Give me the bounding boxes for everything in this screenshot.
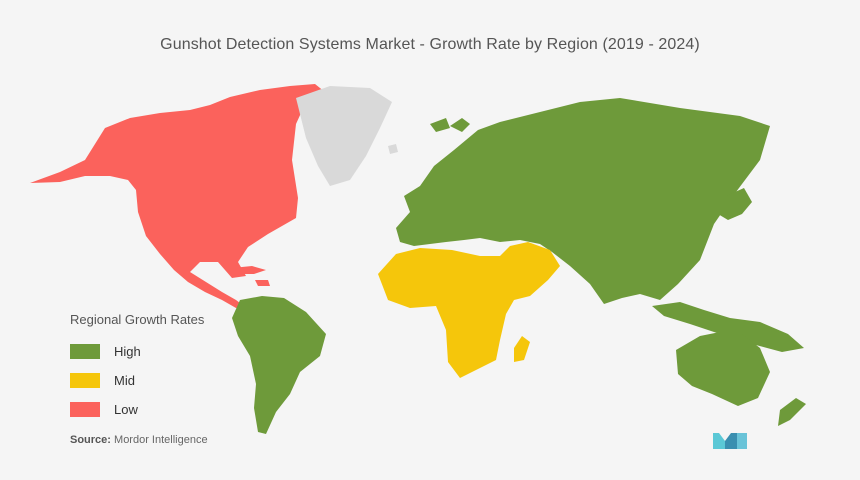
legend-swatch-mid xyxy=(70,373,100,388)
legend-label-mid: Mid xyxy=(114,373,135,388)
legend-item-high: High xyxy=(70,343,204,360)
legend-title: Regional Growth Rates xyxy=(70,312,205,327)
legend-item-mid: Mid xyxy=(70,372,204,389)
region-north-america xyxy=(30,84,325,308)
map-legend: Regional Growth Rates High Mid Low xyxy=(70,312,204,430)
map-title: Gunshot Detection Systems Market - Growt… xyxy=(160,36,700,53)
mordor-intelligence-logo-icon xyxy=(713,433,747,449)
source-text: Mordor Intelligence xyxy=(114,434,208,446)
source-note: Source: Mordor Intelligence xyxy=(70,434,208,446)
region-greenland xyxy=(296,86,398,186)
region-europe-asia xyxy=(396,98,806,426)
legend-item-low: Low xyxy=(70,401,204,418)
legend-swatch-high xyxy=(70,344,100,359)
legend-swatch-low xyxy=(70,402,100,417)
legend-label-low: Low xyxy=(114,402,138,417)
region-south-america xyxy=(232,296,326,434)
legend-label-high: High xyxy=(114,344,141,359)
region-middle-east-africa xyxy=(378,242,560,378)
source-label: Source: xyxy=(70,434,111,446)
